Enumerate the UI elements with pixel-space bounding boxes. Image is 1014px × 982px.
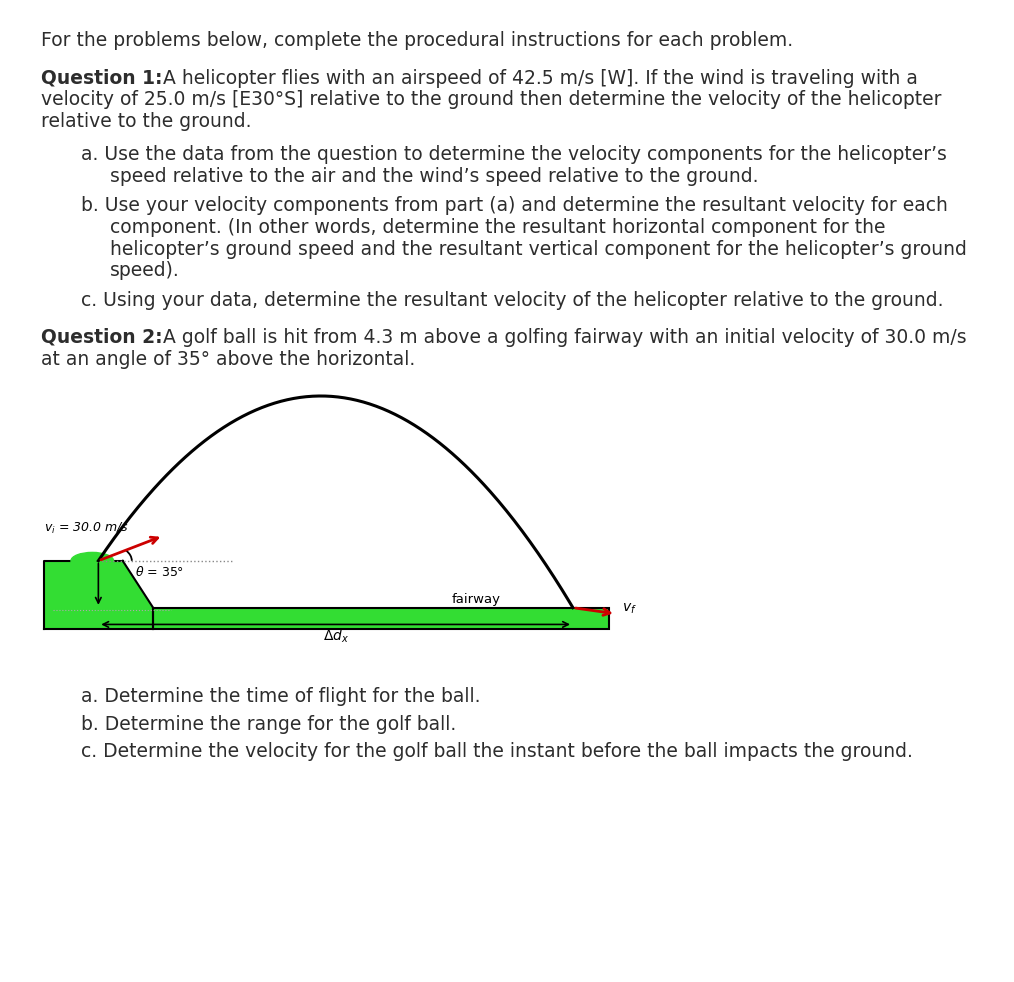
Text: fairway: fairway xyxy=(451,593,500,606)
Text: a. Use the data from the question to determine the velocity components for the h: a. Use the data from the question to det… xyxy=(81,145,947,164)
Text: For the problems below, complete the procedural instructions for each problem.: For the problems below, complete the pro… xyxy=(41,31,793,50)
Text: c. Determine the velocity for the golf ball the instant before the ball impacts : c. Determine the velocity for the golf b… xyxy=(81,742,913,761)
Text: b. Use your velocity components from part (a) and determine the resultant veloci: b. Use your velocity components from par… xyxy=(81,196,948,215)
Text: Question 1:: Question 1: xyxy=(41,69,162,87)
Text: b. Determine the range for the golf ball.: b. Determine the range for the golf ball… xyxy=(81,715,456,734)
Ellipse shape xyxy=(71,553,114,570)
Text: $\Delta d_x$: $\Delta d_x$ xyxy=(322,627,349,644)
Text: a. Determine the time of flight for the ball.: a. Determine the time of flight for the … xyxy=(81,687,481,706)
Text: speed relative to the air and the wind’s speed relative to the ground.: speed relative to the air and the wind’s… xyxy=(110,167,758,186)
Text: $\theta$ = 35°: $\theta$ = 35° xyxy=(135,565,184,578)
Polygon shape xyxy=(44,561,153,629)
Text: $v_f$: $v_f$ xyxy=(622,602,637,616)
Text: speed).: speed). xyxy=(110,261,179,280)
Text: helicopter’s ground speed and the resultant vertical component for the helicopte: helicopter’s ground speed and the result… xyxy=(110,240,966,258)
Text: A helicopter flies with an airspeed of 42.5 m/s [W]. If the wind is traveling wi: A helicopter flies with an airspeed of 4… xyxy=(157,69,918,87)
Text: at an angle of 35° above the horizontal.: at an angle of 35° above the horizontal. xyxy=(41,350,415,368)
Text: c. Using your data, determine the resultant velocity of the helicopter relative : c. Using your data, determine the result… xyxy=(81,291,944,309)
Text: Question 2:: Question 2: xyxy=(41,328,162,347)
Text: A golf ball is hit from 4.3 m above a golfing fairway with an initial velocity o: A golf ball is hit from 4.3 m above a go… xyxy=(157,328,966,347)
Text: component. (In other words, determine the resultant horizontal component for the: component. (In other words, determine th… xyxy=(110,218,885,237)
Text: relative to the ground.: relative to the ground. xyxy=(41,112,251,131)
Bar xyxy=(153,608,609,629)
Text: velocity of 25.0 m/s [E30°S] relative to the ground then determine the velocity : velocity of 25.0 m/s [E30°S] relative to… xyxy=(41,90,941,109)
Text: $v_i$ = 30.0 m/s: $v_i$ = 30.0 m/s xyxy=(44,521,129,536)
